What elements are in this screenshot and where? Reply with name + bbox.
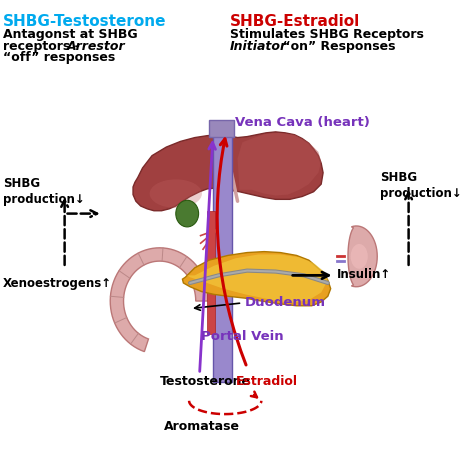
Polygon shape	[187, 254, 328, 303]
Text: SHBG
production↓: SHBG production↓	[380, 171, 462, 200]
Text: Vena Cava (heart): Vena Cava (heart)	[235, 116, 370, 129]
Text: “on” Responses: “on” Responses	[278, 40, 396, 53]
Text: SHBG-Testosterone: SHBG-Testosterone	[3, 14, 166, 29]
Polygon shape	[133, 132, 323, 211]
Ellipse shape	[150, 180, 202, 208]
Text: Testosterone: Testosterone	[160, 375, 251, 388]
Text: Estradiol: Estradiol	[236, 375, 298, 388]
Bar	[207, 211, 215, 334]
Bar	[213, 125, 232, 382]
Text: Portal Vein: Portal Vein	[201, 329, 284, 342]
Text: Insulin↑: Insulin↑	[337, 268, 392, 281]
Text: SHBG
production↓: SHBG production↓	[3, 177, 84, 207]
Polygon shape	[348, 226, 377, 287]
Text: Duodenum: Duodenum	[245, 296, 326, 309]
Polygon shape	[110, 248, 209, 351]
Text: Aromatase: Aromatase	[164, 420, 240, 433]
Polygon shape	[237, 133, 321, 196]
Text: Initiator: Initiator	[230, 40, 287, 53]
Text: Xenoestrogens↑: Xenoestrogens↑	[3, 277, 112, 290]
Ellipse shape	[351, 244, 368, 269]
Text: “off” responses: “off” responses	[3, 51, 115, 64]
Text: Arrestor: Arrestor	[66, 40, 125, 53]
Text: receptors -: receptors -	[3, 40, 84, 53]
Ellipse shape	[176, 200, 199, 227]
Polygon shape	[182, 252, 331, 306]
Text: Stimulates SHBG Receptors: Stimulates SHBG Receptors	[230, 28, 424, 41]
Bar	[209, 120, 234, 137]
Text: Antagonst at SHBG: Antagonst at SHBG	[3, 28, 137, 41]
Text: SHBG-Estradiol: SHBG-Estradiol	[230, 14, 360, 29]
